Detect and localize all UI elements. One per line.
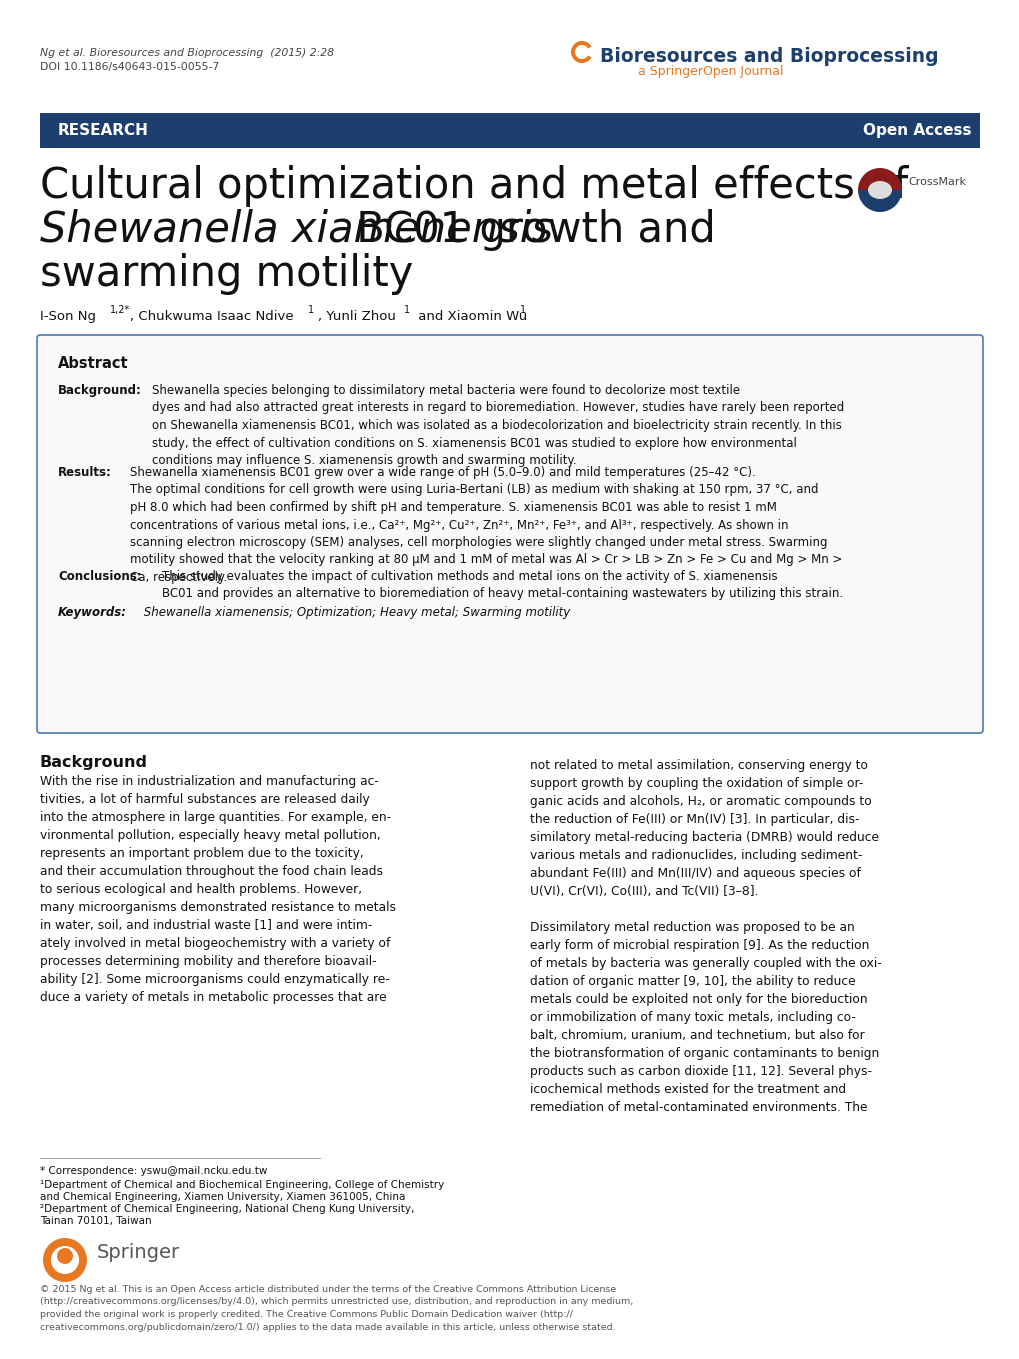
Text: Keywords:: Keywords: (58, 606, 127, 618)
Text: Shewanella xiamenensis; Optimization; Heavy metal; Swarming motility: Shewanella xiamenensis; Optimization; He… (140, 606, 570, 618)
Polygon shape (571, 41, 591, 63)
Text: Open Access: Open Access (863, 124, 971, 139)
Text: and Chemical Engineering, Xiamen University, Xiamen 361005, China: and Chemical Engineering, Xiamen Univers… (40, 1192, 405, 1201)
Text: BC01 growth and: BC01 growth and (342, 209, 715, 251)
Text: I-Son Ng: I-Son Ng (40, 310, 96, 323)
Text: , Yunli Zhou: , Yunli Zhou (318, 310, 395, 323)
Text: Springer: Springer (97, 1242, 180, 1261)
Text: Cultural optimization and metal effects of: Cultural optimization and metal effects … (40, 164, 907, 207)
Text: ¹Department of Chemical and Biochemical Engineering, College of Chemistry: ¹Department of Chemical and Biochemical … (40, 1180, 444, 1190)
Text: , Chukwuma Isaac Ndive: , Chukwuma Isaac Ndive (129, 310, 293, 323)
Text: © 2015 Ng et al. This is an Open Access article distributed under the terms of t: © 2015 Ng et al. This is an Open Access … (40, 1286, 633, 1332)
Text: Shewanella xiamenensis BC01 grew over a wide range of pH (5.0–9.0) and mild temp: Shewanella xiamenensis BC01 grew over a … (129, 466, 842, 584)
Text: 1: 1 (308, 304, 314, 315)
FancyBboxPatch shape (37, 336, 982, 733)
Circle shape (57, 1248, 73, 1264)
Text: Conclusions:: Conclusions: (58, 569, 142, 583)
Text: swarming motility: swarming motility (40, 253, 413, 295)
Text: 1: 1 (404, 304, 410, 315)
Text: ²Department of Chemical Engineering, National Cheng Kung University,: ²Department of Chemical Engineering, Nat… (40, 1204, 414, 1214)
Text: Background:: Background: (58, 385, 142, 397)
Text: 1: 1 (520, 304, 526, 315)
Ellipse shape (867, 181, 892, 198)
Text: DOI 10.1186/s40643-015-0055-7: DOI 10.1186/s40643-015-0055-7 (40, 63, 219, 72)
Wedge shape (857, 169, 901, 190)
Text: not related to metal assimilation, conserving energy to
support growth by coupli: not related to metal assimilation, conse… (530, 758, 880, 1114)
Text: Tainan 70101, Taiwan: Tainan 70101, Taiwan (40, 1216, 152, 1226)
Text: Shewanella xiamenensis: Shewanella xiamenensis (40, 209, 552, 251)
Text: Shewanella species belonging to dissimilatory metal bacteria were found to decol: Shewanella species belonging to dissimil… (152, 385, 844, 467)
Text: This study evaluates the impact of cultivation methods and metal ions on the act: This study evaluates the impact of culti… (162, 569, 843, 601)
Text: Results:: Results: (58, 466, 112, 478)
Text: a SpringerOpen Journal: a SpringerOpen Journal (637, 65, 783, 77)
Text: Bioresources and Bioprocessing: Bioresources and Bioprocessing (599, 48, 937, 67)
Wedge shape (857, 190, 901, 212)
Text: With the rise in industrialization and manufacturing ac-
tivities, a lot of harm: With the rise in industrialization and m… (40, 775, 395, 1004)
Text: 1,2*: 1,2* (110, 304, 130, 315)
Text: CrossMark: CrossMark (907, 177, 965, 188)
Circle shape (43, 1238, 87, 1282)
Text: and Xiaomin Wu: and Xiaomin Wu (414, 310, 527, 323)
FancyBboxPatch shape (40, 113, 979, 148)
Text: Abstract: Abstract (58, 356, 128, 371)
Text: * Correspondence: yswu@mail.ncku.edu.tw: * Correspondence: yswu@mail.ncku.edu.tw (40, 1166, 267, 1176)
Circle shape (51, 1246, 78, 1273)
Text: Background: Background (40, 756, 148, 771)
Text: RESEARCH: RESEARCH (58, 124, 149, 139)
Text: Ng et al. Bioresources and Bioprocessing  (2015) 2:28: Ng et al. Bioresources and Bioprocessing… (40, 48, 333, 58)
